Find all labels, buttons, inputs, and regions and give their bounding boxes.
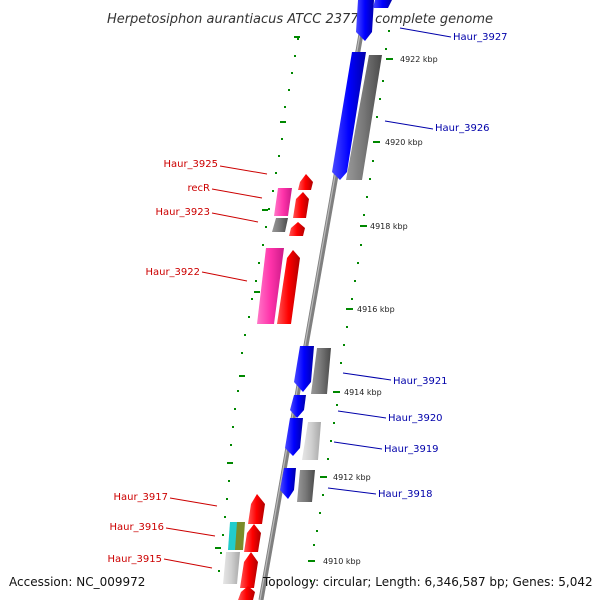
- gene-arrow-red[interactable]: [248, 494, 265, 524]
- gene-arrow-blue[interactable]: [332, 52, 366, 180]
- gene-haur-3916[interactable]: [228, 522, 261, 552]
- tick-label: 4910 kbp: [323, 557, 361, 566]
- gene-pseudo-lightgray[interactable]: [223, 552, 240, 584]
- right-dot-ring: [310, 30, 390, 582]
- map-title: Herpetosiphon aurantiacus ATCC 23779, co…: [107, 12, 493, 27]
- gene-haur-3919[interactable]: [285, 418, 321, 460]
- right-tick-marks: [308, 58, 393, 562]
- gene-haur-3920[interactable]: [290, 395, 306, 418]
- gene-haur-3917[interactable]: [248, 494, 265, 524]
- gene-pink[interactable]: [274, 188, 292, 216]
- left-dot-ring: [218, 38, 299, 572]
- accession-text: Accession: NC_009972: [9, 575, 146, 589]
- tick-label: 4912 kbp: [333, 473, 371, 482]
- gene-arrow-red[interactable]: [244, 524, 261, 552]
- gene-arrow-blue[interactable]: [294, 346, 314, 392]
- gene-label[interactable]: Haur_3925: [163, 159, 218, 170]
- gene-pseudo-gray[interactable]: [346, 55, 382, 180]
- tick-label: 4920 kbp: [385, 138, 423, 147]
- gene-label[interactable]: Haur_3926: [435, 123, 490, 134]
- gene-arrow-red[interactable]: [289, 222, 305, 236]
- gene-label[interactable]: Haur_3920: [388, 413, 443, 424]
- gene-haur-3925[interactable]: [298, 174, 313, 190]
- tick-label: 4922 kbp: [400, 55, 438, 64]
- gene-arrow-blue[interactable]: [356, 0, 374, 41]
- gene-arrow-blue[interactable]: [290, 395, 306, 418]
- gene-arrow-blue[interactable]: [373, 0, 392, 8]
- gene-label[interactable]: Haur_3921: [393, 376, 448, 387]
- gene-arrow-red[interactable]: [240, 552, 258, 588]
- tick-label: 4914 kbp: [344, 388, 382, 397]
- tick-label: 4918 kbp: [370, 222, 408, 231]
- left-tick-dashes: [215, 36, 300, 549]
- gene-haur-3918[interactable]: [280, 468, 315, 502]
- left-labels: Haur_3925 recR Haur_3923 Haur_3922 Haur_…: [107, 159, 268, 569]
- gene-pseudo-gray[interactable]: [272, 218, 288, 232]
- gene-label[interactable]: Haur_3918: [378, 489, 433, 500]
- gene-arrow-red[interactable]: [277, 250, 300, 324]
- gene-arrow-red[interactable]: [293, 192, 309, 218]
- gene-recr[interactable]: [274, 188, 309, 218]
- gene-haur-3926[interactable]: [332, 52, 382, 180]
- gene-haur-3927[interactable]: [356, 0, 392, 41]
- gene-haur-3921[interactable]: [294, 346, 331, 394]
- tick-label: 4916 kbp: [357, 305, 395, 314]
- gene-label[interactable]: Haur_3923: [155, 207, 210, 218]
- gene-arrow-blue[interactable]: [280, 468, 296, 499]
- kbp-ticks: 4922 kbp 4920 kbp 4918 kbp 4916 kbp 4914…: [323, 55, 438, 566]
- gene-label[interactable]: Haur_3927: [453, 32, 508, 43]
- right-labels: Haur_3927 Haur_3926 Haur_3921 Haur_3920 …: [327, 27, 508, 500]
- gene-haur-3922[interactable]: [257, 248, 300, 324]
- gene-label[interactable]: Haur_3917: [113, 492, 168, 503]
- topology-text: Topology: circular; Length: 6,346,587 bp…: [263, 575, 593, 589]
- gene-arrow-red[interactable]: [238, 586, 255, 600]
- gene-arrow-blue[interactable]: [285, 418, 303, 456]
- gene-olive[interactable]: [235, 522, 245, 550]
- gene-pink[interactable]: [257, 248, 284, 324]
- gene-haur-3915[interactable]: [223, 552, 258, 600]
- gene-label[interactable]: Haur_3919: [384, 444, 439, 455]
- gene-label[interactable]: Haur_3916: [109, 522, 164, 533]
- gene-label[interactable]: recR: [188, 183, 211, 194]
- gene-pseudo-gray[interactable]: [297, 470, 315, 502]
- gene-label[interactable]: Haur_3915: [107, 554, 162, 565]
- gene-label[interactable]: Haur_3922: [145, 267, 200, 278]
- gene-arrow-red[interactable]: [298, 174, 313, 190]
- gene-pseudo-gray[interactable]: [311, 348, 331, 394]
- gene-haur-3923[interactable]: [272, 218, 305, 236]
- gene-pseudo-lightgray[interactable]: [302, 422, 321, 460]
